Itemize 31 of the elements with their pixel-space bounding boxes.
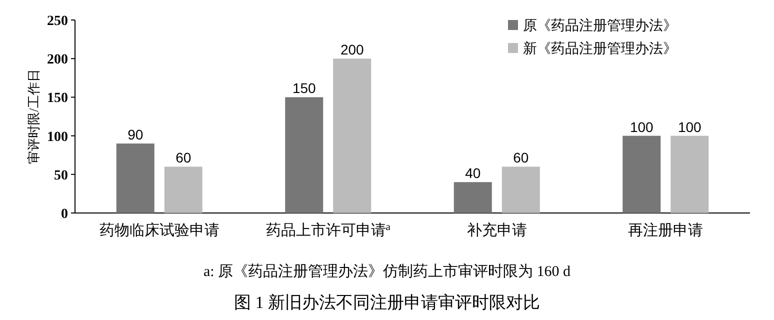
legend-label: 原《药品注册管理办法》 — [523, 18, 677, 34]
bar — [116, 144, 154, 213]
data-label: 60 — [176, 150, 192, 166]
y-axis-title: 审评时限/工作日 — [26, 69, 41, 164]
data-label: 100 — [630, 118, 654, 135]
y-tick-label: 0 — [61, 207, 68, 222]
data-label: 100 — [678, 118, 702, 135]
bar — [670, 136, 709, 213]
x-tick-label: 药物临床试验申请 — [99, 222, 220, 239]
y-tick-label: 150 — [47, 91, 68, 106]
bar — [622, 136, 661, 213]
data-label: 60 — [513, 150, 529, 166]
bar — [333, 58, 372, 213]
data-label: 90 — [128, 126, 144, 143]
x-tick-label: 再注册申请 — [628, 222, 704, 239]
text: 图 1 新旧办法不同注册申请审评时限对比 — [234, 293, 540, 312]
x-tick-label: 药品上市许可申请$^{a}$ — [266, 222, 391, 239]
y-tick-label: 100 — [47, 130, 68, 145]
bar — [454, 182, 492, 213]
y-tick-label: 50 — [54, 168, 68, 184]
data-label: 200 — [340, 42, 364, 58]
bar — [502, 166, 540, 213]
legend-label: 新《药品注册管理办法》 — [523, 41, 677, 57]
y-tick-label: 200 — [47, 52, 68, 68]
y-tick-label: 250 — [47, 14, 68, 29]
bar — [285, 97, 324, 213]
text: a: 原《药品注册管理办法》仿制药上市审评时限为 160 d — [203, 263, 572, 280]
x-tick-label: 补充申请 — [466, 222, 527, 239]
data-label: 150 — [292, 80, 316, 96]
data-label: 40 — [465, 165, 481, 182]
bar — [164, 166, 202, 213]
